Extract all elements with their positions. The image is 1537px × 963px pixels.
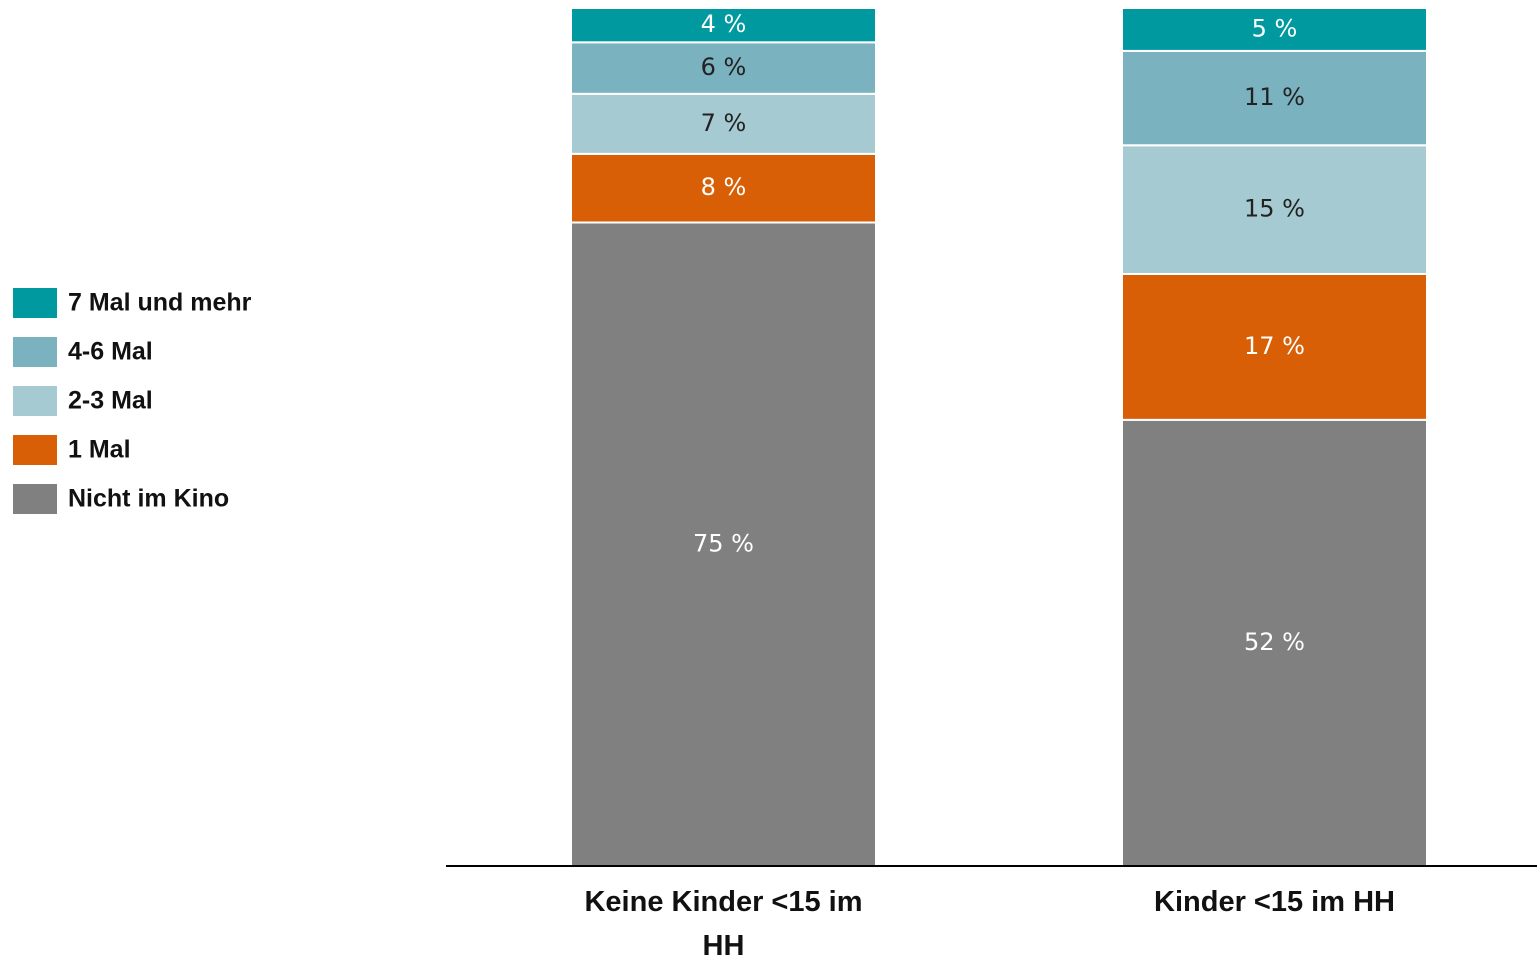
legend-swatch — [13, 337, 57, 367]
bar-segment — [1121, 144, 1428, 275]
value-label: 17 % — [1244, 332, 1305, 360]
value-label: 11 % — [1244, 83, 1305, 111]
legend-swatch — [13, 288, 57, 318]
legend-swatch — [13, 386, 57, 416]
bar-segment — [1121, 49, 1428, 147]
bar-segment — [570, 7, 877, 44]
value-label: 6 % — [701, 53, 747, 81]
legend-label: 4-6 Mal — [68, 338, 153, 366]
value-label: 52 % — [1244, 628, 1305, 656]
legend-label: Nicht im Kino — [68, 485, 229, 513]
value-label: 75 % — [693, 529, 754, 557]
legend-label: 2-3 Mal — [68, 387, 153, 415]
value-label: 7 % — [701, 109, 747, 137]
legend-label: 1 Mal — [68, 436, 131, 464]
bar-segment — [1121, 272, 1428, 421]
value-label: 4 % — [701, 10, 747, 38]
legend-swatch — [13, 484, 57, 514]
value-label: 5 % — [1252, 14, 1298, 42]
legend-label: 7 Mal und mehr — [68, 289, 252, 317]
bar-segment — [570, 152, 877, 224]
value-label: 8 % — [701, 173, 747, 201]
bar-segment — [1121, 418, 1428, 867]
bar-segment — [570, 221, 877, 867]
value-label: 15 % — [1244, 195, 1305, 223]
x-tick-label: Kinder <15 im HH — [1154, 886, 1395, 918]
bar-segment — [570, 41, 877, 95]
bar-segment — [1121, 7, 1428, 52]
legend-swatch — [13, 435, 57, 465]
x-tick-label: Keine Kinder <15 im HH — [584, 886, 863, 962]
